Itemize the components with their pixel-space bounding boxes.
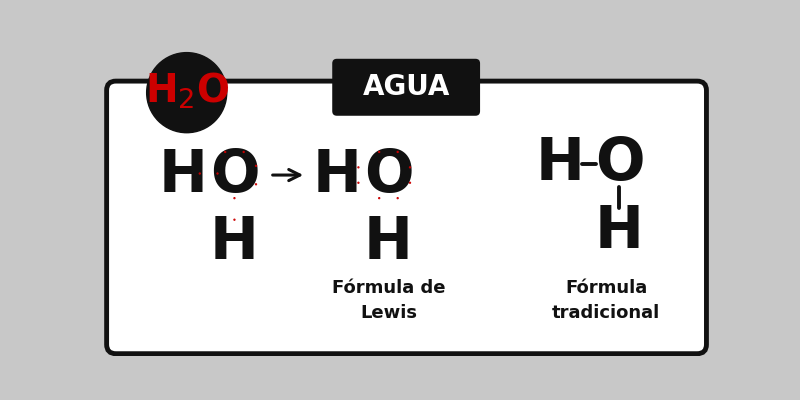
Circle shape [217,173,218,174]
Circle shape [358,182,359,183]
Text: AGUA: AGUA [362,73,450,101]
Text: O: O [210,146,259,204]
Text: O: O [594,135,644,192]
Text: H: H [595,203,644,260]
Text: H: H [313,146,362,204]
Text: Fórmula
tradicional: Fórmula tradicional [552,279,661,322]
Circle shape [146,53,226,133]
Text: H: H [210,214,259,271]
Text: O: O [364,146,413,204]
Text: H$_2$O: H$_2$O [145,71,229,111]
FancyBboxPatch shape [332,59,480,116]
Circle shape [234,198,235,199]
Text: H: H [536,135,585,192]
Text: H: H [158,146,207,204]
Text: Fórmula de
Lewis: Fórmula de Lewis [332,279,445,322]
Circle shape [255,165,257,166]
Circle shape [234,219,235,220]
Text: H: H [364,214,413,271]
Circle shape [378,198,380,199]
Circle shape [358,167,359,168]
Circle shape [255,184,257,185]
Circle shape [199,173,200,174]
FancyBboxPatch shape [106,81,706,354]
